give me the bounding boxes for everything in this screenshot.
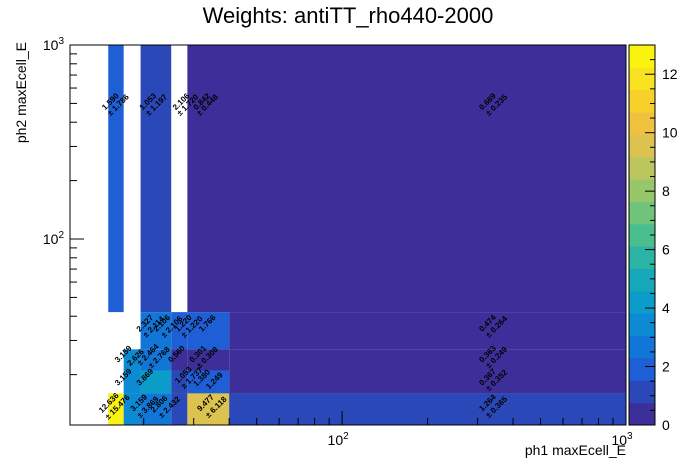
colorbar-tick-label: 2 [662, 359, 670, 375]
colorbar-tick-label: 10 [662, 125, 678, 141]
heatmap-cell [140, 45, 172, 313]
colorbar-segment [629, 156, 655, 180]
colorbar-segment [629, 179, 655, 202]
heatmap-cell [171, 349, 188, 371]
colorbar-segment [629, 201, 655, 225]
colorbar-segment [629, 45, 655, 68]
heatmap-cell [171, 393, 188, 425]
colorbar: 0 2 4 6 8 10 12 [628, 44, 678, 433]
heatmap-cell [187, 349, 230, 371]
plot-frame [69, 44, 627, 426]
colorbar-tick-label: 4 [662, 300, 670, 316]
heatmap-cell [171, 312, 188, 350]
colorbar-segment [629, 357, 655, 381]
heatmap-cell [140, 370, 172, 394]
colorbar-segment [629, 402, 655, 426]
heatmap-cell [123, 393, 141, 425]
colorbar-tick-label: 6 [662, 242, 670, 258]
y-tick-label: 103 [43, 36, 65, 53]
colorbar-segment [629, 246, 655, 270]
heatmap-cell [108, 45, 124, 313]
heatmap-cell [187, 393, 230, 425]
heatmap-cell [123, 349, 141, 371]
heatmap-cell [187, 45, 626, 313]
heatmap-cell [171, 370, 188, 394]
colorbar-segment [629, 268, 655, 292]
colorbar-segment [629, 67, 655, 91]
heatmap-cell [108, 393, 124, 425]
heatmap-cell [229, 349, 626, 371]
chart-title: Weights: antiTT_rho440-2000 [203, 3, 494, 28]
colorbar-segment [629, 313, 655, 337]
colorbar-segment [629, 112, 655, 135]
colorbar-segment [629, 335, 655, 359]
colorbar-tick-label: 12 [662, 66, 678, 82]
heatmap-cell [187, 370, 230, 394]
colorbar-segment [629, 89, 655, 113]
x-tick-label: 102 [328, 431, 350, 448]
y-tick-label: 102 [43, 230, 65, 247]
colorbar-segment [629, 380, 655, 404]
y-axis-title: ph2 maxEcell_E [13, 42, 29, 143]
heatmap-cell [187, 312, 230, 350]
heatmap-cell [140, 312, 172, 350]
heatmap-cell [140, 349, 172, 371]
heatmap-cells [108, 45, 626, 425]
heatmap-cell [229, 312, 626, 350]
colorbar-segment [629, 223, 655, 247]
colorbar-tick-label: 0 [662, 417, 670, 433]
colorbar-tick-label: 8 [662, 183, 670, 199]
heatmap-cell [140, 393, 172, 425]
colorbar-segment [629, 134, 655, 158]
colorbar-segment [629, 290, 655, 314]
x-axis-title: ph1 maxEcell_E [525, 442, 626, 458]
heatmap-cell [229, 370, 626, 394]
heatmap-cell [123, 370, 141, 394]
y-axis-ticks: 102 103 [43, 36, 84, 376]
